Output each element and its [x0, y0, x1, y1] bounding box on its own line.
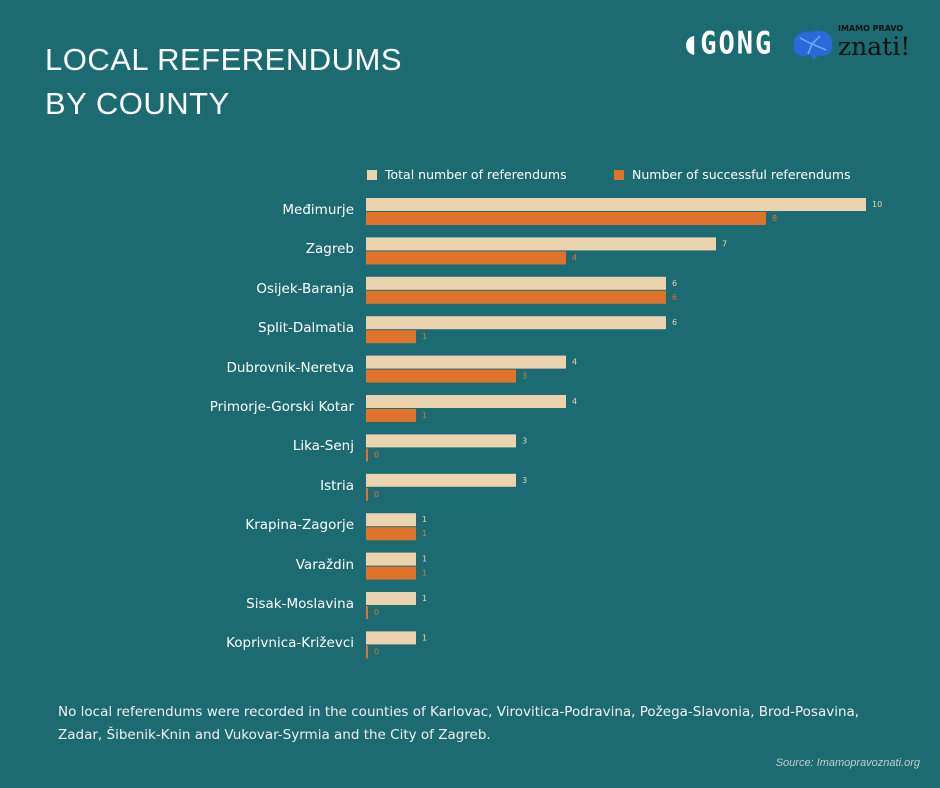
- page-title: LOCAL REFERENDUMS BY COUNTY: [45, 38, 402, 126]
- category-label: Istria: [320, 477, 354, 494]
- bar-successful: [366, 409, 416, 422]
- title-line-2: BY COUNTY: [45, 86, 230, 121]
- category-label: Krapina-Zagorje: [245, 517, 354, 534]
- category-label: Osijek-Baranja: [256, 280, 354, 297]
- legend-swatch-successful: [614, 169, 624, 180]
- data-label-successful: 8: [772, 214, 777, 223]
- bar-total: [366, 434, 516, 448]
- category-label: Sisak-Moslavina: [246, 596, 354, 612]
- footnote: No local referendums were recorded in th…: [58, 704, 860, 743]
- data-label-total: 1: [422, 555, 427, 564]
- legend-item-total: Total number of referendums: [367, 167, 567, 182]
- title-line-1: LOCAL REFERENDUMS: [45, 42, 403, 77]
- bar-total: [366, 198, 866, 211]
- legend-item-successful: Number of successful referendums: [614, 167, 851, 182]
- data-label-total: 1: [422, 515, 427, 524]
- category-label: Zagreb: [305, 241, 354, 258]
- data-label-successful: 6: [672, 293, 677, 302]
- data-label-total: 6: [672, 279, 677, 288]
- bar-successful: [366, 566, 416, 580]
- data-label-successful: 0: [374, 490, 379, 499]
- bar-successful: [366, 212, 766, 225]
- bar-total: [366, 237, 716, 251]
- data-label-successful: 4: [572, 253, 577, 262]
- data-label-total: 3: [522, 476, 527, 485]
- data-label-successful: 1: [422, 332, 427, 341]
- bar-successful: [366, 606, 368, 619]
- gong-logo: ◖GONG: [682, 25, 774, 62]
- data-label-total: 10: [872, 200, 882, 209]
- bar-successful: [366, 645, 368, 659]
- bar-successful: [366, 448, 368, 462]
- gong-logo-text: GONG: [700, 25, 774, 62]
- data-label-successful: 3: [522, 372, 527, 381]
- bar-successful: [366, 330, 416, 344]
- category-label: Dubrovnik-Neretva: [226, 359, 354, 376]
- bar-total: [366, 473, 516, 487]
- category-label: Primorje-Gorski Kotar: [209, 399, 354, 415]
- data-label-successful: 0: [374, 608, 379, 617]
- data-label-total: 4: [572, 397, 577, 406]
- data-label-successful: 1: [422, 569, 427, 578]
- data-label-successful: 0: [374, 450, 379, 459]
- bar-total: [366, 355, 566, 369]
- category-label: Međimurje: [282, 202, 354, 218]
- bar-total: [366, 316, 666, 330]
- imamo-pravo-znati-logo: IMAMO PRAVO znati!: [790, 24, 920, 64]
- legend-swatch-total: [367, 169, 377, 180]
- source-credit: Source: Imamopravoznati.org: [775, 757, 920, 769]
- data-label-total: 1: [422, 633, 427, 642]
- znati-big-text: znati!: [838, 32, 911, 61]
- data-label-total: 4: [572, 358, 577, 367]
- legend-label-successful: Number of successful referendums: [632, 167, 851, 182]
- data-label-total: 3: [522, 436, 527, 445]
- bar-total: [366, 276, 666, 290]
- category-label: Lika-Senj: [292, 438, 354, 455]
- data-label-total: 7: [722, 239, 727, 248]
- data-label-successful: 1: [422, 411, 427, 420]
- bar-total: [366, 395, 566, 408]
- bar-total: [366, 513, 416, 527]
- bar-successful: [366, 487, 368, 501]
- bar-total: [366, 552, 416, 566]
- data-label-total: 1: [422, 594, 427, 603]
- category-label: Varaždin: [295, 556, 354, 573]
- bar-successful: [366, 527, 416, 541]
- bar-successful: [366, 290, 666, 304]
- category-label: Split-Dalmatia: [258, 320, 354, 337]
- legend-label-total: Total number of referendums: [385, 167, 567, 182]
- bar-total: [366, 631, 416, 645]
- bar-total: [366, 592, 416, 605]
- znati-small-text: IMAMO PRAVO: [838, 24, 904, 33]
- bar-successful: [366, 251, 566, 265]
- category-label: Koprivnica-Križevci: [226, 635, 354, 652]
- data-label-successful: 0: [374, 647, 379, 656]
- data-label-total: 6: [672, 318, 677, 327]
- brain-icon: [793, 30, 833, 60]
- data-label-successful: 1: [422, 529, 427, 538]
- bar-successful: [366, 369, 516, 383]
